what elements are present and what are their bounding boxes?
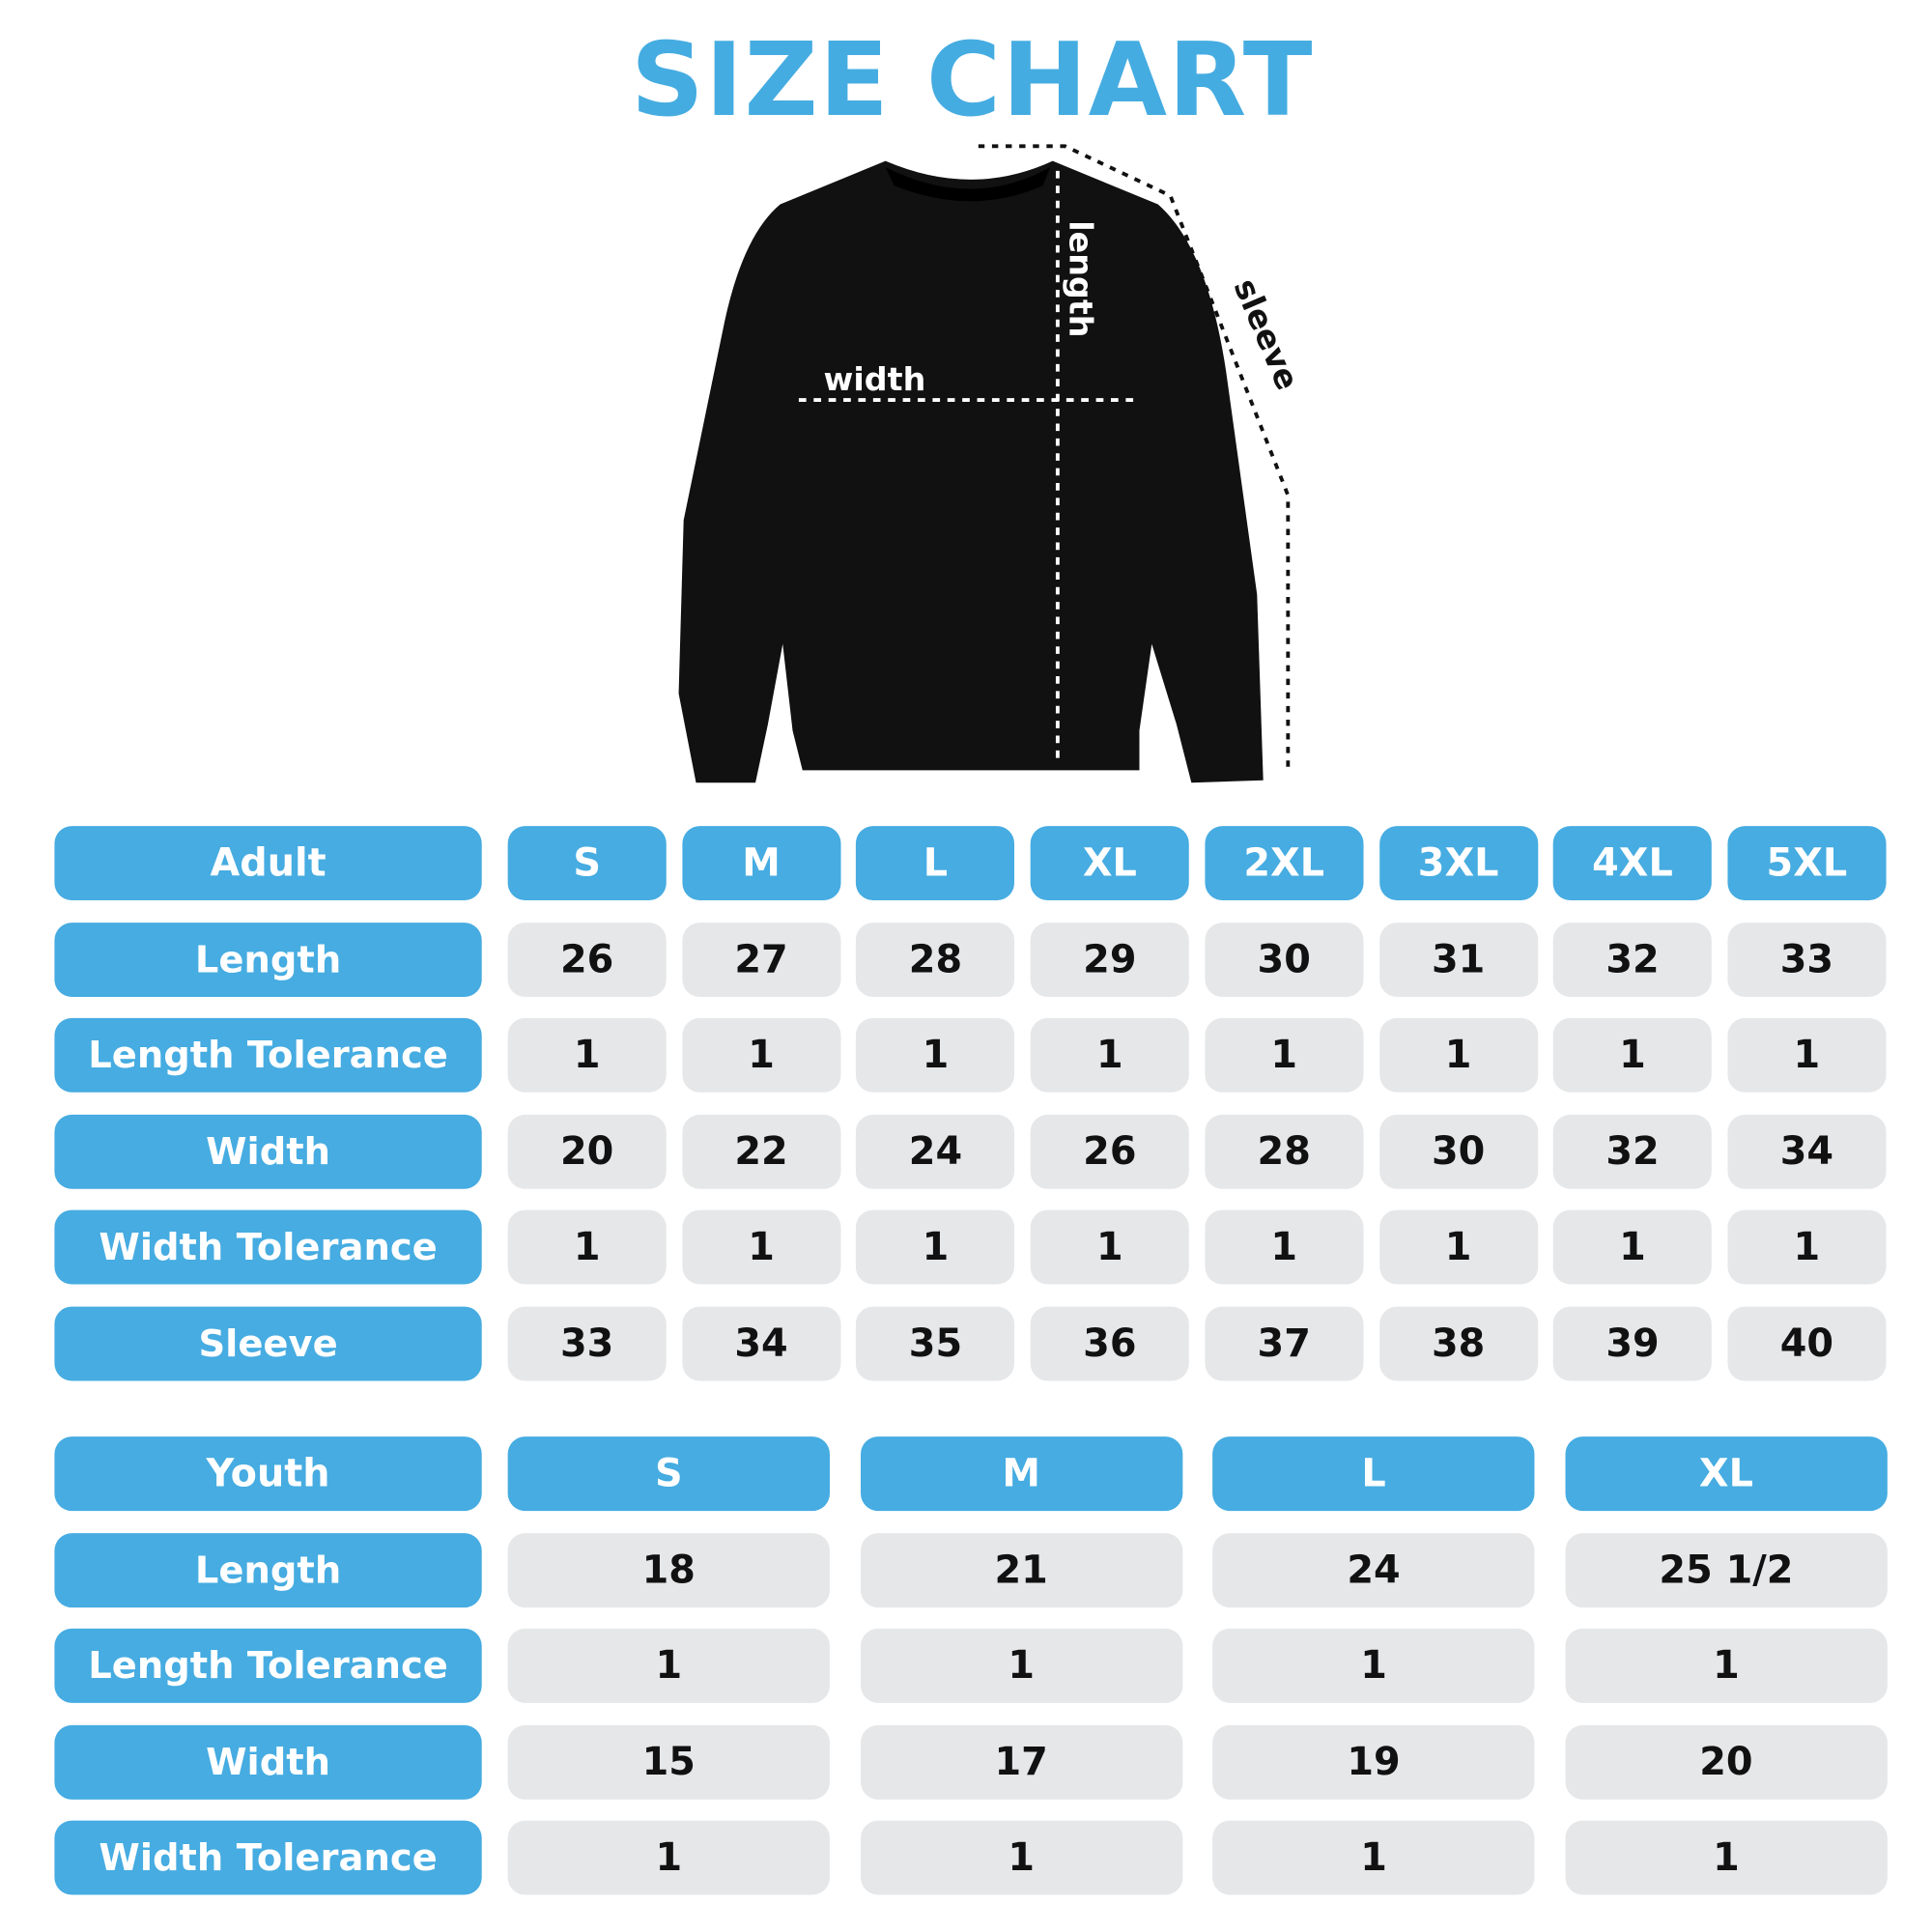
table-cell: 1 [856, 1209, 1015, 1285]
table-cell: 1 [856, 1017, 1015, 1093]
table-cell: 1 [507, 1820, 830, 1895]
table-cell: 28 [856, 923, 1015, 998]
row-label-sleeve: Sleeve [54, 1306, 482, 1381]
table-cell: 1 [1378, 1209, 1538, 1285]
table-cell: 40 [1727, 1306, 1887, 1381]
size-header-xl: XL [1030, 826, 1189, 901]
size-header-4xl: 4XL [1552, 826, 1713, 901]
table-cell: 28 [1205, 1114, 1364, 1189]
table-cell: 33 [507, 1306, 667, 1381]
table-cell: 1 [1030, 1017, 1189, 1093]
sleeve-guide-line [978, 144, 1291, 775]
table-cell: 1 [1552, 1209, 1713, 1285]
table-cell: 25 1/2 [1565, 1533, 1888, 1608]
table-cell: 32 [1552, 923, 1713, 998]
table-cell: 22 [682, 1114, 841, 1189]
length-label: length [1063, 220, 1100, 337]
table-cell: 1 [682, 1209, 841, 1285]
table-cell: 1 [1212, 1820, 1535, 1895]
row-label-length: Length [54, 1533, 482, 1608]
table-cell: 1 [1212, 1628, 1535, 1703]
table-cell: 1 [1205, 1209, 1364, 1285]
table-cell: 30 [1205, 923, 1364, 998]
table-cell: 1 [507, 1017, 667, 1093]
table-cell: 29 [1030, 923, 1189, 998]
row-label-width-tolerance: Width Tolerance [54, 1820, 482, 1895]
size-header-l: L [1212, 1436, 1535, 1512]
table-cell: 32 [1552, 1114, 1713, 1189]
table-cell: 24 [1212, 1533, 1535, 1608]
table-cell: 39 [1552, 1306, 1713, 1381]
size-header-5xl: 5XL [1727, 826, 1887, 901]
table-cell: 17 [860, 1724, 1182, 1800]
table-cell: 1 [507, 1209, 667, 1285]
table-header-label: Adult [54, 826, 482, 901]
size-header-m: M [682, 826, 841, 901]
sweatshirt-diagram: width length sleeve [678, 144, 1307, 783]
row-label-width-tolerance: Width Tolerance [54, 1209, 482, 1285]
table-cell: 26 [507, 923, 667, 998]
size-header-xl: XL [1565, 1436, 1888, 1512]
row-label-length-tolerance: Length Tolerance [54, 1017, 482, 1093]
row-label-width: Width [54, 1114, 482, 1189]
table-cell: 1 [860, 1628, 1182, 1703]
table-cell: 21 [860, 1533, 1182, 1608]
table-cell: 18 [507, 1533, 830, 1608]
table-cell: 37 [1205, 1306, 1364, 1381]
table-cell: 36 [1030, 1306, 1189, 1381]
table-cell: 30 [1378, 1114, 1538, 1189]
table-header-label: Youth [54, 1436, 482, 1512]
table-cell: 35 [856, 1306, 1015, 1381]
size-header-2xl: 2XL [1205, 826, 1364, 901]
size-header-s: S [507, 1436, 830, 1512]
table-cell: 1 [1565, 1820, 1888, 1895]
sleeve-label: sleeve [1227, 273, 1307, 395]
table-cell: 1 [860, 1820, 1182, 1895]
width-label: width [824, 360, 926, 398]
size-header-l: L [856, 826, 1015, 901]
table-cell: 26 [1030, 1114, 1189, 1189]
size-header-s: S [507, 826, 667, 901]
table-cell: 20 [1565, 1724, 1888, 1800]
row-label-length-tolerance: Length Tolerance [54, 1628, 482, 1703]
table-cell: 34 [1727, 1114, 1887, 1189]
table-cell: 1 [1378, 1017, 1538, 1093]
table-cell: 1 [1727, 1017, 1887, 1093]
size-header-m: M [860, 1436, 1182, 1512]
sweatshirt-image [678, 160, 1264, 783]
page-title: SIZE CHART [631, 22, 1314, 140]
size-header-3xl: 3XL [1378, 826, 1538, 901]
table-cell: 24 [856, 1114, 1015, 1189]
table-cell: 1 [682, 1017, 841, 1093]
table-cell: 38 [1378, 1306, 1538, 1381]
table-cell: 34 [682, 1306, 841, 1381]
table-cell: 27 [682, 923, 841, 998]
table-cell: 15 [507, 1724, 830, 1800]
table-cell: 33 [1727, 923, 1887, 998]
row-label-width: Width [54, 1724, 482, 1800]
table-cell: 1 [1205, 1017, 1364, 1093]
table-cell: 19 [1212, 1724, 1535, 1800]
table-cell: 1 [1552, 1017, 1713, 1093]
collar [885, 167, 1051, 202]
table-cell: 1 [1030, 1209, 1189, 1285]
table-cell: 20 [507, 1114, 667, 1189]
table-cell: 1 [1727, 1209, 1887, 1285]
table-cell: 31 [1378, 923, 1538, 998]
table-cell: 1 [507, 1628, 830, 1703]
row-label-length: Length [54, 923, 482, 998]
table-cell: 1 [1565, 1628, 1888, 1703]
